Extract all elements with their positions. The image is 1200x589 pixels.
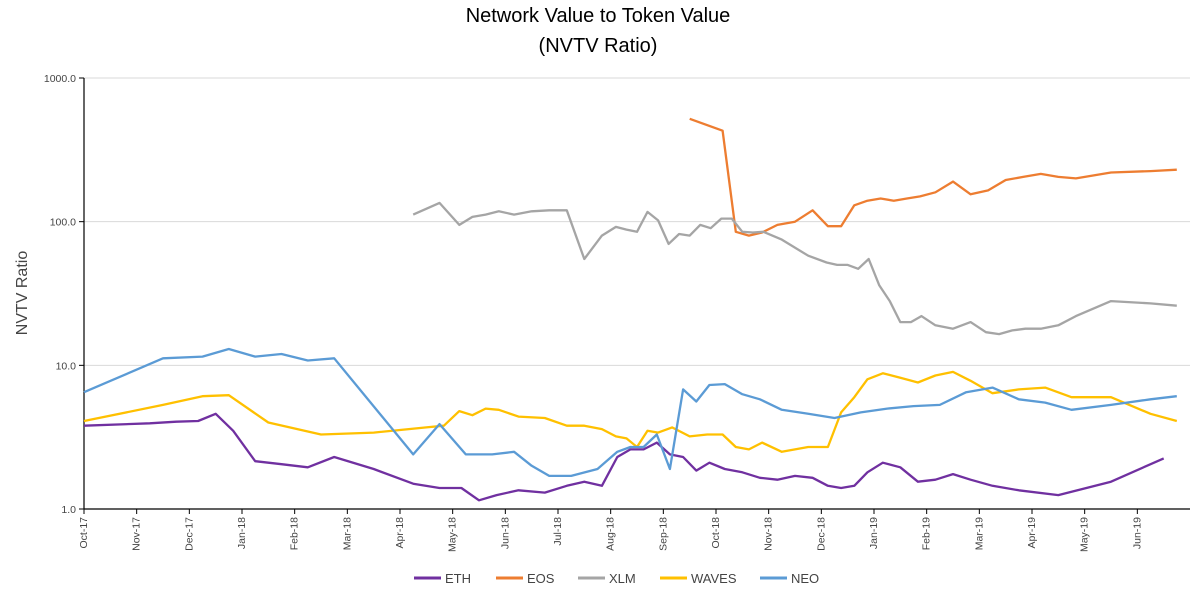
x-tick-label: Feb-19 bbox=[921, 517, 933, 550]
y-axis-ticks: 1.0 10.0 100.0 1000.0 bbox=[44, 73, 84, 516]
y-tick-label: 10.0 bbox=[56, 360, 77, 372]
x-tick-label: May-18 bbox=[447, 517, 459, 552]
chart-title: Network Value to Token Value bbox=[466, 5, 731, 27]
x-tick-label: Aug-18 bbox=[605, 517, 617, 551]
chart-subtitle: (NVTV Ratio) bbox=[539, 35, 658, 57]
y-tick-label: 100.0 bbox=[50, 217, 76, 229]
legend-label-eos: EOS bbox=[527, 571, 555, 586]
x-tick-label: Oct-17 bbox=[78, 517, 90, 549]
x-tick-label: Apr-19 bbox=[1026, 517, 1038, 549]
x-tick-label: Jun-18 bbox=[499, 517, 511, 549]
x-axis-ticks: Oct-17 Nov-17 Dec-17 Jan-18 Feb-18 Mar-18 Apr-… bbox=[78, 509, 1143, 552]
x-tick-label: Dec-17 bbox=[183, 517, 195, 551]
x-tick-label: Apr-18 bbox=[394, 517, 406, 549]
x-tick-label: Jul-18 bbox=[552, 517, 564, 546]
x-tick-label: Jun-19 bbox=[1131, 517, 1143, 549]
x-tick-label: Mar-18 bbox=[341, 517, 353, 550]
x-tick-label: Jan-19 bbox=[868, 517, 880, 549]
y-axis-label: NVTV Ratio bbox=[14, 251, 31, 336]
series-line-neo bbox=[83, 347, 1177, 478]
legend-label-waves: WAVES bbox=[691, 571, 737, 586]
legend-label-eth: ETH bbox=[445, 571, 471, 586]
legend: ETH EOS XLM WAVES NEO bbox=[414, 571, 819, 586]
x-tick-label: Nov-17 bbox=[131, 517, 143, 551]
legend-label-neo: NEO bbox=[791, 571, 819, 586]
x-tick-label: Dec-18 bbox=[815, 517, 827, 551]
y-tick-label: 1.0 bbox=[61, 504, 76, 516]
gridlines bbox=[84, 77, 1190, 366]
series-line-xlm bbox=[412, 201, 1177, 336]
x-tick-label: May-19 bbox=[1079, 517, 1091, 552]
x-tick-label: Jan-18 bbox=[236, 517, 248, 549]
x-tick-label: Feb-18 bbox=[289, 517, 301, 550]
legend-label-xlm: XLM bbox=[609, 571, 636, 586]
x-tick-label: Mar-19 bbox=[973, 517, 985, 550]
x-tick-label: Nov-18 bbox=[763, 517, 775, 551]
series-line-waves bbox=[83, 370, 1178, 453]
y-tick-label: 1000.0 bbox=[44, 73, 76, 85]
axes bbox=[83, 78, 1190, 510]
x-tick-label: Sep-18 bbox=[657, 517, 669, 551]
series-lines bbox=[83, 117, 1178, 502]
x-tick-label: Oct-18 bbox=[710, 517, 722, 549]
series-line-eos bbox=[689, 117, 1177, 237]
series-line-eth bbox=[83, 412, 1165, 502]
